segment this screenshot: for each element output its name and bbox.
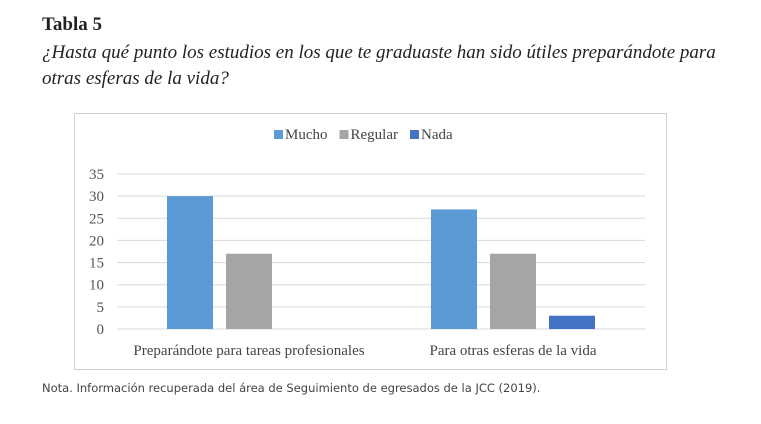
- y-tick-label: 20: [89, 233, 104, 249]
- legend-swatch: [274, 130, 283, 139]
- y-tick-label: 35: [89, 167, 104, 183]
- legend-swatch: [409, 130, 419, 139]
- y-tick-label: 0: [97, 322, 105, 338]
- y-tick-label: 5: [97, 300, 105, 316]
- x-category-label: Para otras esferas de la vida: [429, 343, 596, 359]
- bar-mucho: [431, 209, 477, 329]
- source-note: Nota. Información recuperada del área de…: [42, 381, 541, 395]
- legend-label: Nada: [421, 127, 453, 143]
- bar-regular: [226, 253, 272, 329]
- bar-nada: [549, 315, 595, 329]
- legend-swatch: [339, 130, 349, 139]
- table-heading: Tabla 5: [42, 14, 103, 35]
- legend-label: Mucho: [285, 127, 328, 143]
- bar-mucho: [167, 196, 213, 329]
- table-subtitle: ¿Hasta qué punto los estudios en los que…: [42, 42, 716, 89]
- bar-regular: [490, 253, 536, 329]
- legend-label: Regular: [351, 127, 398, 143]
- y-tick-label: 25: [89, 211, 104, 227]
- y-tick-label: 30: [89, 189, 104, 205]
- y-tick-label: 10: [89, 278, 104, 294]
- x-category-label: Preparándote para tareas profesionales: [133, 343, 364, 359]
- y-tick-label: 15: [89, 256, 104, 272]
- chart-frame: [74, 113, 667, 370]
